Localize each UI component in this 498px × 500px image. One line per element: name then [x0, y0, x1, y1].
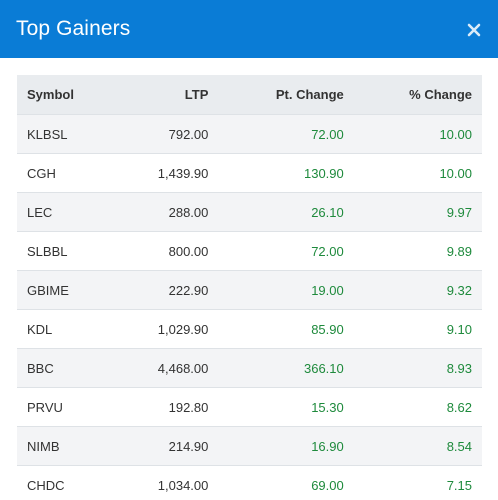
close-icon	[467, 23, 481, 37]
header-ltp[interactable]: LTP	[122, 75, 219, 115]
ltp-cell: 800.00	[122, 231, 219, 271]
symbol-cell: KDL	[17, 309, 123, 349]
modal-header: Top Gainers	[0, 0, 498, 58]
modal-title: Top Gainers	[16, 17, 131, 40]
pct-change-cell: 10.00	[353, 114, 482, 154]
pct-change-cell: 9.10	[353, 309, 482, 349]
pct-change-cell: 10.00	[353, 153, 482, 193]
ltp-cell: 792.00	[122, 114, 219, 154]
symbol-cell: LEC	[17, 192, 123, 232]
close-button[interactable]	[464, 20, 484, 40]
symbol-cell: PRVU	[17, 387, 123, 427]
ltp-cell: 222.90	[122, 270, 219, 310]
header-symbol[interactable]: Symbol	[17, 75, 123, 115]
symbol-cell: KLBSL	[17, 114, 123, 154]
ltp-cell: 1,439.90	[122, 153, 219, 193]
pct-change-cell: 8.93	[353, 348, 482, 388]
pt-change-cell: 26.10	[218, 192, 354, 232]
table-header-row: Symbol LTP Pt. Change % Change	[17, 75, 482, 115]
pt-change-cell: 366.10	[218, 348, 354, 388]
table-row[interactable]: BBC 4,468.00 366.10 8.93	[17, 348, 482, 388]
pt-change-cell: 130.90	[218, 153, 354, 193]
symbol-cell: NIMB	[17, 426, 123, 466]
symbol-cell: BBC	[17, 348, 123, 388]
table-row[interactable]: PRVU 192.80 15.30 8.62	[17, 387, 482, 427]
pt-change-cell: 19.00	[218, 270, 354, 310]
pct-change-cell: 8.54	[353, 426, 482, 466]
pct-change-cell: 8.62	[353, 387, 482, 427]
table-row[interactable]: NIMB 214.90 16.90 8.54	[17, 426, 482, 466]
pct-change-cell: 7.15	[353, 465, 482, 500]
symbol-cell: SLBBL	[17, 231, 123, 271]
header-pt-change[interactable]: Pt. Change	[218, 75, 354, 115]
ltp-cell: 214.90	[122, 426, 219, 466]
symbol-cell: CHDC	[17, 465, 123, 500]
table-row[interactable]: CHDC 1,034.00 69.00 7.15	[17, 465, 482, 500]
gainers-table: Symbol LTP Pt. Change % Change KLBSL 792.…	[17, 75, 482, 500]
modal-body: Symbol LTP Pt. Change % Change KLBSL 792.…	[0, 58, 498, 500]
table-row[interactable]: GBIME 222.90 19.00 9.32	[17, 270, 482, 310]
pt-change-cell: 85.90	[218, 309, 354, 349]
ltp-cell: 288.00	[122, 192, 219, 232]
ltp-cell: 192.80	[122, 387, 219, 427]
table-row[interactable]: CGH 1,439.90 130.90 10.00	[17, 153, 482, 193]
symbol-cell: CGH	[17, 153, 123, 193]
pct-change-cell: 9.89	[353, 231, 482, 271]
pt-change-cell: 16.90	[218, 426, 354, 466]
ltp-cell: 1,034.00	[122, 465, 219, 500]
ltp-cell: 1,029.90	[122, 309, 219, 349]
table-row[interactable]: KDL 1,029.90 85.90 9.10	[17, 309, 482, 349]
table-row[interactable]: KLBSL 792.00 72.00 10.00	[17, 114, 482, 154]
header-pct-change[interactable]: % Change	[353, 75, 482, 115]
symbol-cell: GBIME	[17, 270, 123, 310]
table-row[interactable]: LEC 288.00 26.10 9.97	[17, 192, 482, 232]
pt-change-cell: 72.00	[218, 114, 354, 154]
pt-change-cell: 69.00	[218, 465, 354, 500]
pct-change-cell: 9.97	[353, 192, 482, 232]
pt-change-cell: 72.00	[218, 231, 354, 271]
ltp-cell: 4,468.00	[122, 348, 219, 388]
pt-change-cell: 15.30	[218, 387, 354, 427]
pct-change-cell: 9.32	[353, 270, 482, 310]
table-row[interactable]: SLBBL 800.00 72.00 9.89	[17, 231, 482, 271]
table-body: KLBSL 792.00 72.00 10.00 CGH 1,439.90 130.90 10…	[17, 114, 482, 500]
